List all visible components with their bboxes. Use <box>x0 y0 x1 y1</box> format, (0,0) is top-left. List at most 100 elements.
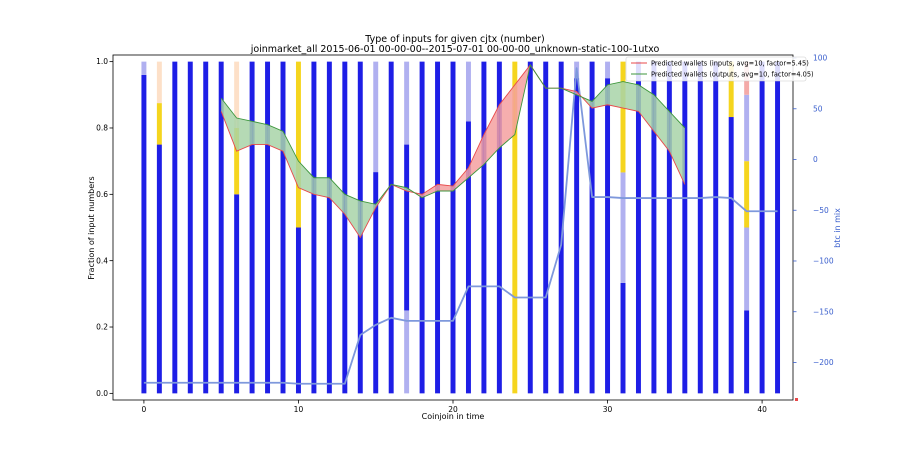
prediction-fill-0-0 <box>221 98 237 152</box>
bar-segment-1-0 <box>156 144 162 394</box>
bar-segment-18-0 <box>419 61 425 394</box>
bar-segment-13-0 <box>342 61 348 394</box>
legend-label-inputs: Predicted wallets (inputs, avg=10, facto… <box>651 60 809 68</box>
bar-segment-2-0 <box>172 61 178 394</box>
prediction-fill-26-0 <box>623 81 639 112</box>
x-axis: 0 10 20 30 40 <box>142 400 767 414</box>
bar-segment-24-0 <box>512 61 518 394</box>
y-tick-label-0: 0.0 <box>96 389 108 398</box>
y-tick-label-3: 0.6 <box>96 190 108 199</box>
y-axis-left: 0.0 0.2 0.4 0.6 0.8 1.0 <box>96 57 113 398</box>
bar-segment-6-0 <box>234 194 240 394</box>
prediction-fill-6-0 <box>313 177 330 198</box>
pred-outputs-line <box>220 63 686 205</box>
bars-layer <box>141 61 781 394</box>
bar-segment-36-0 <box>697 61 703 394</box>
y-axis-right: 100 50 0 −50 −100 −150 −200 <box>793 54 834 367</box>
prediction-fill-25-0 <box>607 81 623 109</box>
bar-segment-9-0 <box>280 61 286 394</box>
bar-segment-5-0 <box>218 61 224 394</box>
y-right-tick-label-4: −100 <box>813 257 834 266</box>
bar-segment-26-0 <box>543 61 549 394</box>
bar-segment-16-0 <box>388 61 394 394</box>
y-tick-label-1: 0.2 <box>96 323 108 332</box>
prediction-fill-27-0 <box>638 84 654 132</box>
bar-segment-0-0 <box>141 74 147 394</box>
y-tick-label-5: 1.0 <box>96 57 108 66</box>
bar-segment-33-0 <box>651 61 657 394</box>
prediction-fill-17-0 <box>483 104 500 165</box>
x-tick-label-1: 10 <box>294 405 304 414</box>
bar-segment-39-1 <box>744 227 750 311</box>
y-right-tick-label-0: 100 <box>813 54 828 63</box>
bar-segment-1-1 <box>156 103 162 145</box>
x-tick-label-0: 0 <box>142 405 147 414</box>
chart-title-line1: Type of inputs for given cjtx (number) <box>364 34 544 45</box>
bar-segment-21-0 <box>465 121 471 394</box>
prediction-fill-29-0 <box>669 111 685 185</box>
bar-segment-31-2 <box>620 61 626 173</box>
bar-segment-17-2 <box>404 61 410 145</box>
bar-segment-30-1 <box>605 61 611 79</box>
bar-segment-23-0 <box>496 61 502 394</box>
y-tick-label-4: 0.8 <box>96 124 108 133</box>
x-tick-label-3: 30 <box>603 405 613 414</box>
bar-segment-41-0 <box>775 61 781 394</box>
prediction-fill-16-0 <box>468 134 484 178</box>
bar-segment-22-0 <box>481 61 487 394</box>
bar-segment-8-0 <box>265 61 271 394</box>
prediction-fill-28-0 <box>653 94 670 152</box>
bar-segment-17-0 <box>404 310 410 394</box>
bar-segment-25-0 <box>527 61 533 394</box>
bar-segment-7-0 <box>249 61 255 394</box>
prediction-fill-8-0 <box>344 194 361 238</box>
bar-segment-6-1 <box>234 127 240 195</box>
legend-box <box>625 56 807 82</box>
bar-segment-10-0 <box>295 227 301 394</box>
bar-segment-10-1 <box>295 61 301 228</box>
bar-segment-40-0 <box>759 61 765 394</box>
y-right-tick-label-2: 0 <box>813 155 818 164</box>
bar-segment-27-0 <box>558 61 564 394</box>
bar-segment-37-0 <box>713 61 719 394</box>
prediction-fill-15-0 <box>453 167 469 192</box>
bar-segment-12-0 <box>326 61 332 394</box>
legend: Predicted wallets (inputs, avg=10, facto… <box>625 56 814 82</box>
right-axis-marker <box>795 398 798 401</box>
prediction-fill-5-0 <box>298 161 314 195</box>
y-tick-label-2: 0.4 <box>96 256 108 265</box>
prediction-fill-18-0 <box>499 84 515 148</box>
prediction-fill-2-0 <box>252 121 268 145</box>
bar-segment-28-0 <box>574 78 580 394</box>
bar-segment-19-0 <box>435 61 441 394</box>
pred-inputs-line <box>220 64 686 239</box>
prediction-fill-24-0 <box>592 84 608 109</box>
bar-segment-21-1 <box>465 61 471 122</box>
bar-segment-32-0 <box>635 61 641 394</box>
y-right-tick-label-1: 50 <box>813 104 823 113</box>
chart-title-line2: joinmarket_all 2015-06-01 00-00-00--2015… <box>250 44 660 55</box>
prediction-fill-9-0 <box>360 200 376 238</box>
x-tick-label-4: 40 <box>757 405 767 414</box>
prediction-fill-layer <box>221 64 685 238</box>
y-axis-label: Fraction of input numbers <box>87 176 96 279</box>
bar-segment-15-1 <box>373 61 379 173</box>
y-right-tick-label-3: −50 <box>813 206 829 215</box>
bar-segment-39-0 <box>744 310 750 394</box>
bar-segment-0-1 <box>141 61 147 75</box>
bar-segment-20-0 <box>450 61 456 394</box>
x-axis-label: Coinjoin in time <box>422 412 485 421</box>
y-right-tick-label-6: −200 <box>813 358 834 367</box>
bar-segment-30-0 <box>605 78 611 394</box>
bar-segment-29-0 <box>589 61 595 394</box>
prediction-fill-13-0 <box>422 184 438 198</box>
bar-segment-15-0 <box>373 172 379 394</box>
bar-segment-1-2 <box>156 61 162 104</box>
bar-segment-4-0 <box>203 61 209 394</box>
bar-segment-39-2 <box>744 161 750 228</box>
bar-segment-31-0 <box>620 282 626 394</box>
prediction-fill-7-0 <box>329 177 345 215</box>
x-tick-label-2: 20 <box>448 405 458 414</box>
bar-segment-38-0 <box>728 117 734 394</box>
